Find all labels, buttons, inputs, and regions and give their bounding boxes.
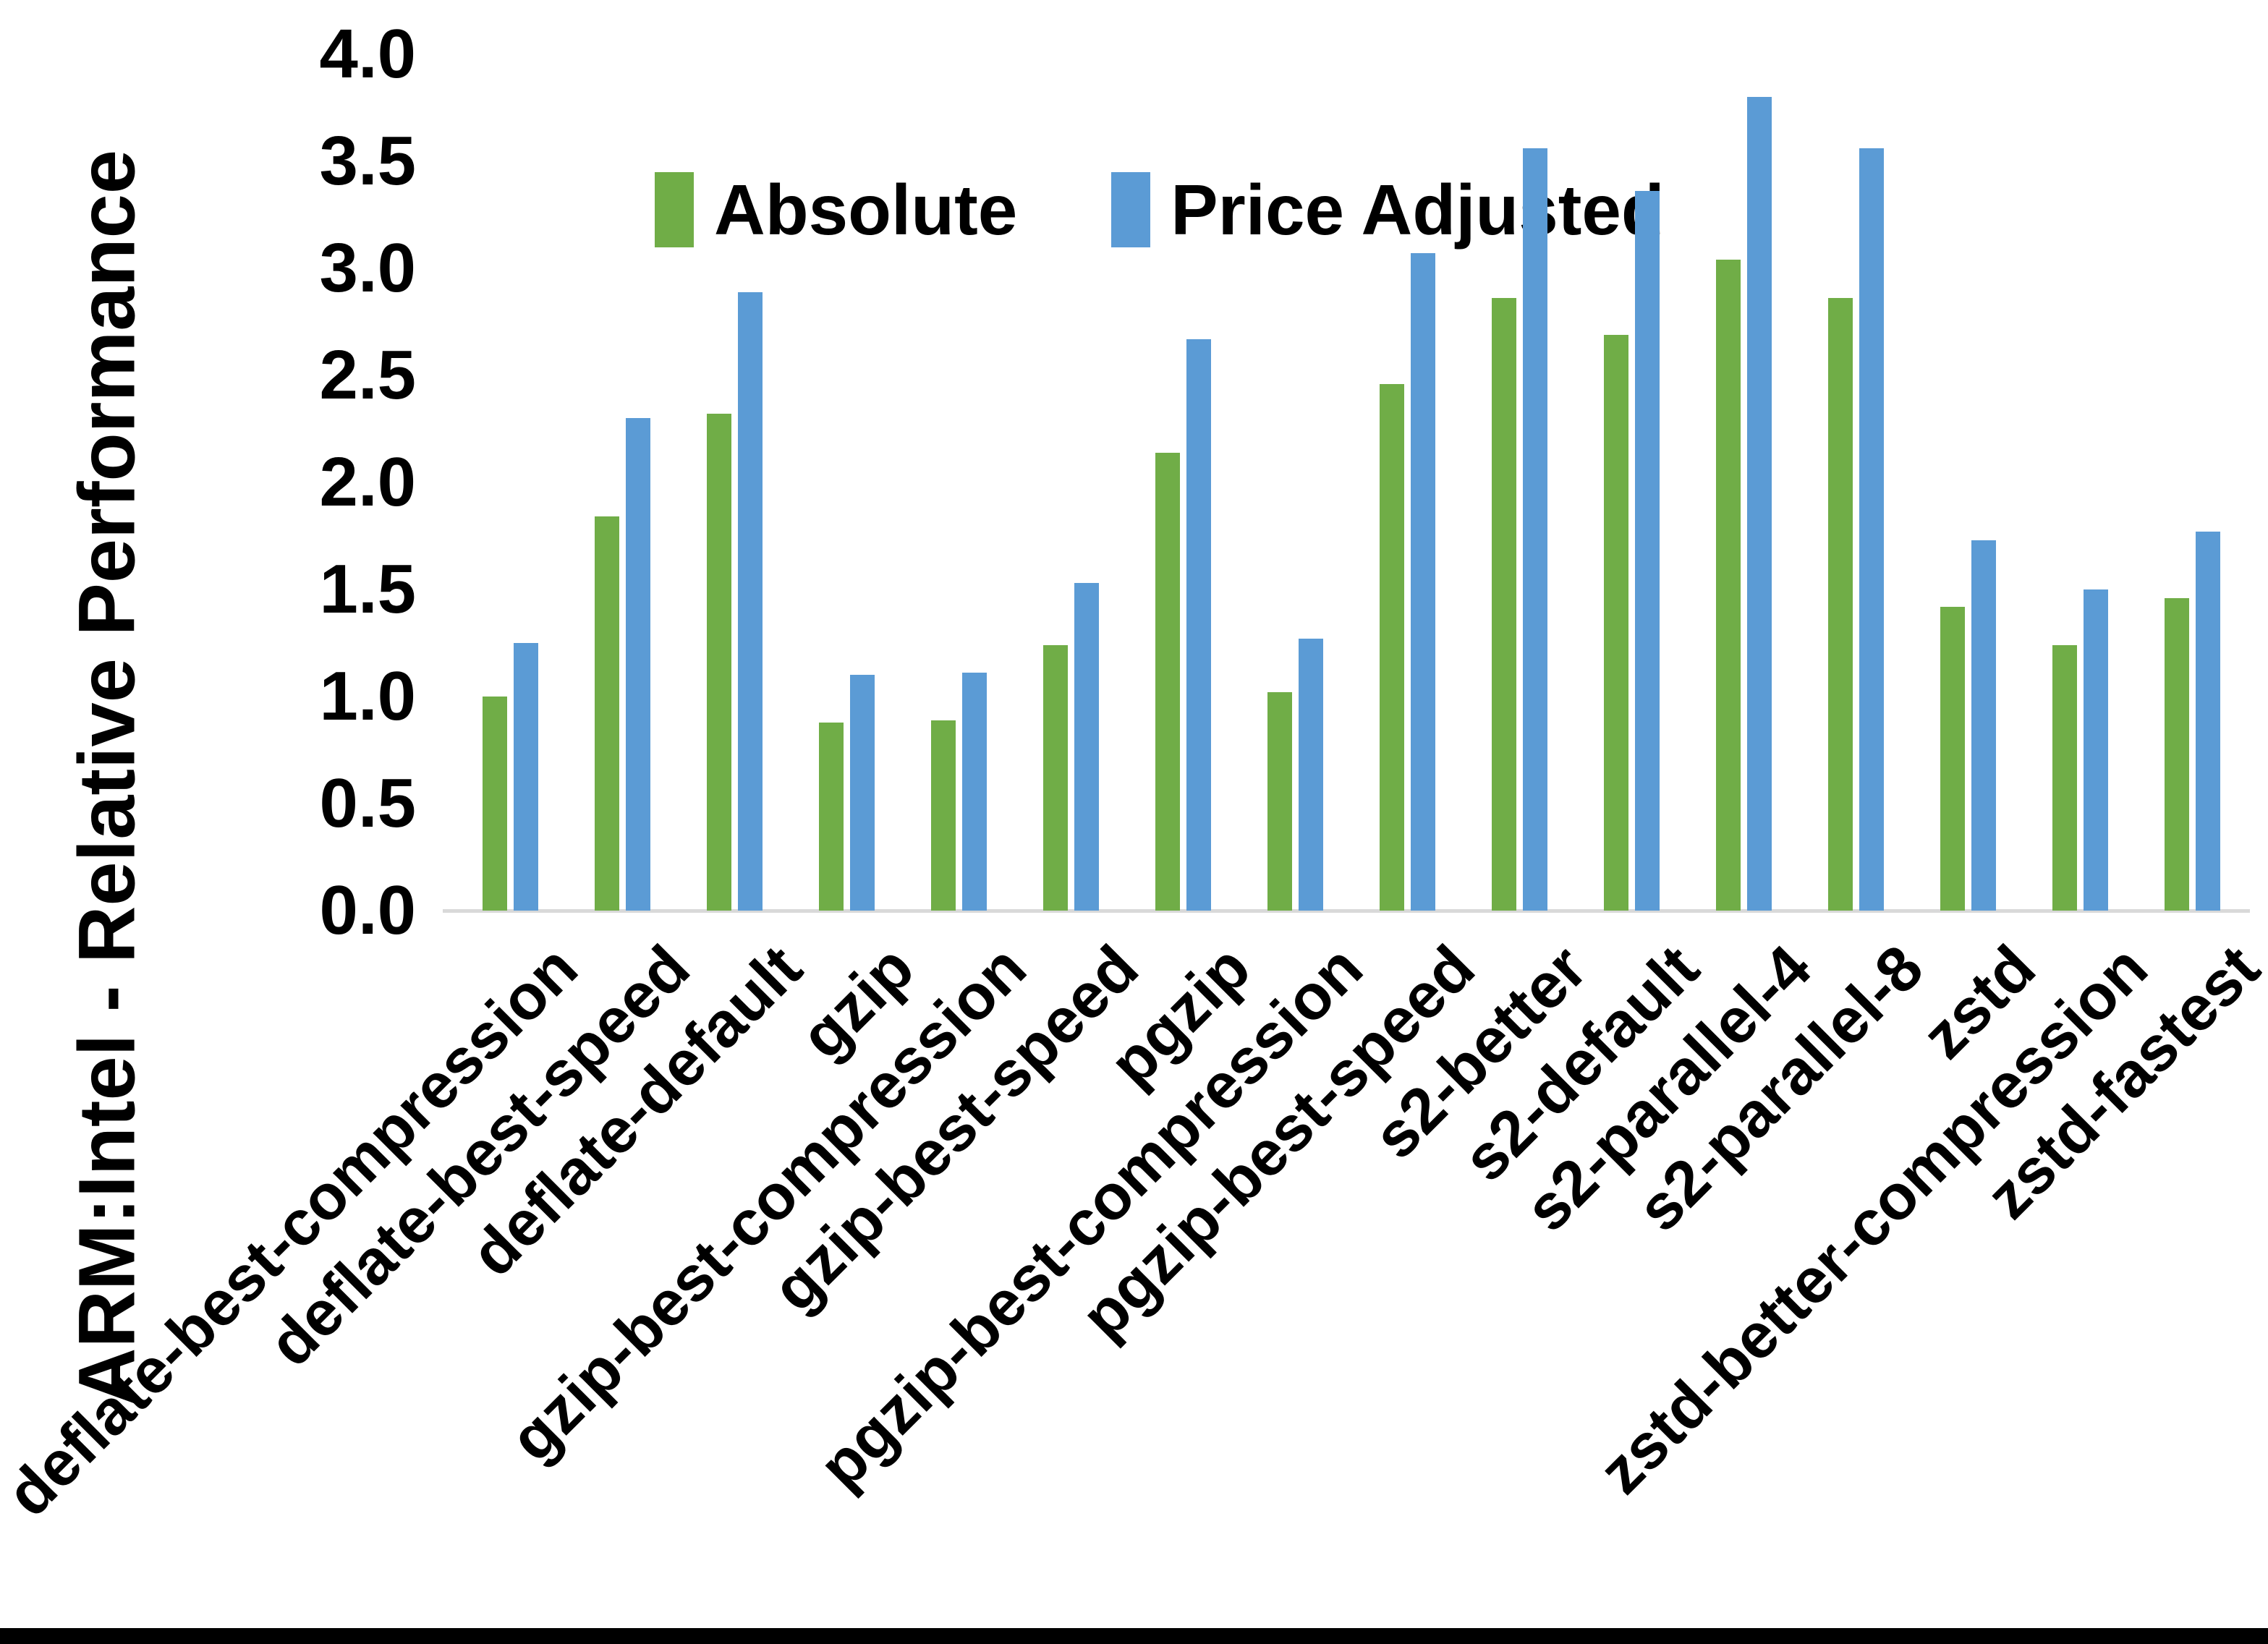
- price-adjusted-series-swatch-icon: [1111, 172, 1151, 247]
- bar-absolute: [706, 414, 731, 911]
- bar-price-adjusted: [1298, 639, 1323, 911]
- y-tick-label: 1.0: [319, 657, 416, 735]
- bar-absolute: [482, 697, 507, 911]
- bar-price-adjusted: [1746, 97, 1772, 911]
- bar-absolute: [2052, 645, 2077, 911]
- bar-price-adjusted: [1186, 339, 1211, 911]
- bar-price-adjusted: [1074, 583, 1099, 911]
- bar-absolute: [1715, 260, 1741, 911]
- bar-price-adjusted: [513, 643, 538, 911]
- bar-absolute: [1155, 453, 1180, 911]
- y-tick-label: 0.5: [319, 764, 416, 842]
- y-tick-label: 0.0: [319, 872, 416, 949]
- bar-absolute: [1827, 298, 1853, 911]
- legend-label-price-adjusted: Price Adjusted: [1171, 170, 1665, 250]
- y-tick-label: 3.5: [319, 122, 416, 200]
- y-axis-title: ARM:Intel - Relative Performance: [62, 150, 152, 1405]
- bar-absolute: [1042, 645, 1068, 911]
- y-tick-label: 4.0: [319, 15, 416, 93]
- bar-absolute: [594, 516, 619, 911]
- bar-price-adjusted: [1410, 253, 1435, 911]
- legend-label-absolute: Absolute: [714, 170, 1018, 250]
- y-tick-label: 2.0: [319, 443, 416, 521]
- bar-price-adjusted: [1859, 148, 1884, 911]
- bar-price-adjusted: [849, 675, 875, 911]
- bar-absolute: [1491, 298, 1516, 911]
- bar-price-adjusted: [961, 673, 987, 911]
- bar-price-adjusted: [1634, 191, 1660, 911]
- legend-item-absolute: Absolute: [655, 172, 1017, 247]
- bar-absolute: [2164, 598, 2189, 911]
- bar-price-adjusted: [1522, 148, 1547, 911]
- bar-absolute: [1267, 692, 1292, 911]
- bar-price-adjusted: [737, 292, 763, 911]
- bar-price-adjusted: [625, 418, 650, 911]
- bar-absolute: [818, 723, 844, 911]
- bar-price-adjusted: [2195, 532, 2220, 911]
- bar-absolute: [1603, 335, 1628, 911]
- absolute-series-swatch-icon: [655, 172, 694, 247]
- legend-item-price-adjusted: Price Adjusted: [1111, 172, 1665, 247]
- bar-absolute: [1940, 607, 1965, 911]
- y-tick-label: 3.0: [319, 229, 416, 307]
- bar-price-adjusted: [1971, 540, 1996, 911]
- legend: Absolute Price Adjusted: [655, 172, 1665, 247]
- bar-price-adjusted: [2083, 589, 2108, 911]
- bar-absolute: [930, 720, 956, 911]
- bar-absolute: [1379, 384, 1404, 911]
- page-bottom-border: [0, 1628, 2268, 1644]
- x-axis-line: [443, 909, 2250, 913]
- y-tick-label: 1.5: [319, 550, 416, 628]
- y-tick-label: 2.5: [319, 336, 416, 414]
